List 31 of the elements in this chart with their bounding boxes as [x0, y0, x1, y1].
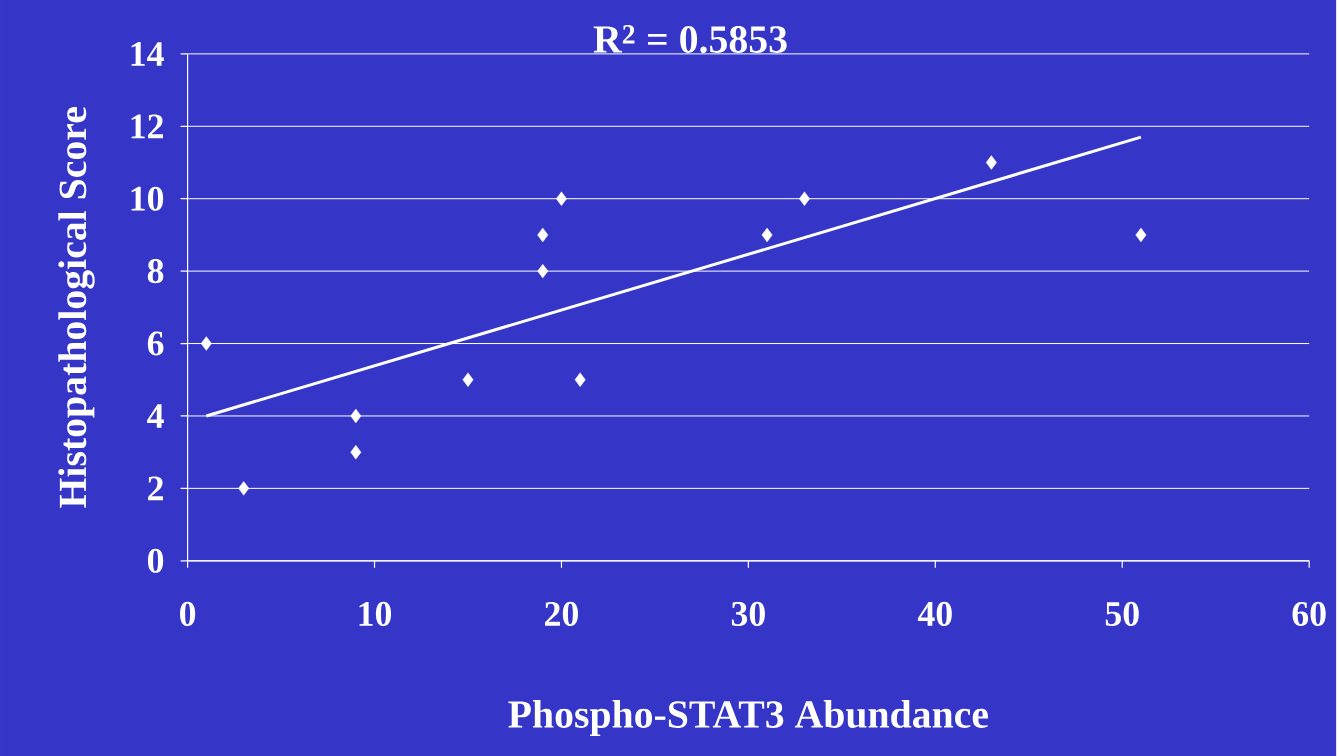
point	[238, 481, 250, 496]
point	[761, 227, 773, 242]
y-tick-label: 8	[147, 258, 164, 284]
point	[556, 191, 567, 206]
x-tick-label: 10	[359, 601, 392, 626]
point	[1135, 227, 1147, 242]
x-tick-label: 30	[731, 601, 765, 626]
x-axis-title: Phospho-STAT3 Abundance	[508, 699, 988, 736]
x-tick-label: 60	[1292, 601, 1326, 626]
y-tick-label: 6	[147, 331, 164, 356]
point	[985, 155, 997, 170]
y-tick-label: 4	[147, 404, 164, 428]
point	[537, 227, 549, 242]
point	[574, 372, 586, 387]
point	[350, 444, 362, 460]
point	[462, 372, 474, 387]
y-tick-label: 2	[148, 476, 163, 501]
y-tick-label: 12	[131, 114, 163, 138]
y-tick-label: 10	[131, 186, 164, 211]
y-axis-title: Histopathological Score	[58, 106, 95, 508]
y-tick-label: 0	[147, 548, 164, 573]
x-tick-label: 0	[180, 601, 196, 626]
point	[537, 263, 549, 279]
point	[200, 336, 212, 351]
x-tick-label: 50	[1105, 601, 1139, 626]
point	[350, 408, 362, 423]
x-tick-label: 40	[917, 601, 952, 626]
x-tick-label: 20	[545, 601, 578, 626]
text: R$^{2}$ = 0.5853	[593, 24, 787, 53]
point	[799, 191, 810, 206]
y-tick-label: 14	[131, 41, 164, 66]
